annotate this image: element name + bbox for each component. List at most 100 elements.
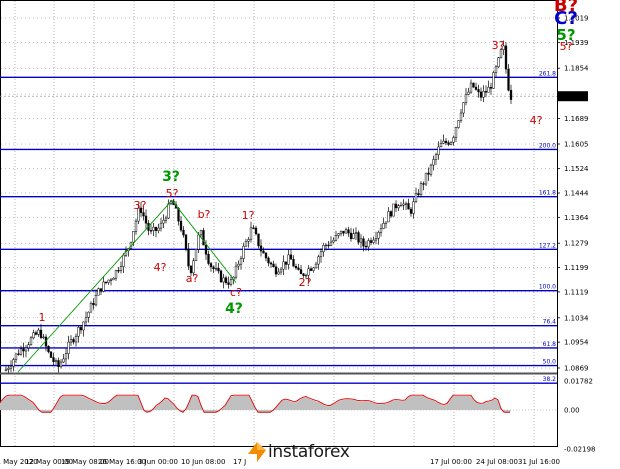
price-tick-label: 1.1444 [564, 190, 589, 198]
candle-body [499, 49, 503, 58]
candle-body [62, 358, 65, 363]
candle-body [112, 277, 115, 281]
candle-body [34, 332, 38, 335]
candle-body [74, 335, 78, 343]
date-label: 26 May 16:00 [98, 458, 146, 466]
candle-body [342, 230, 345, 234]
candle-body [182, 229, 185, 236]
candle-body [339, 230, 343, 234]
candle-body [242, 245, 245, 259]
wave-label: 4? [530, 114, 543, 127]
candle-body [389, 211, 393, 217]
candle-body [384, 221, 388, 224]
candle-body [14, 353, 18, 360]
candle-body [347, 229, 350, 234]
candle-body [164, 217, 168, 221]
wave-label: 5? [166, 187, 179, 200]
candle-body [397, 205, 400, 209]
candle-body [459, 112, 463, 121]
wave-label: 2? [299, 276, 312, 289]
candle-body [69, 339, 73, 343]
candle-body [37, 329, 40, 335]
fib-level-label: 76.4 [543, 319, 557, 326]
candle-body [4, 369, 8, 371]
candle-body [12, 359, 15, 367]
candle-body [199, 230, 203, 236]
fib-level-label: 127.2 [539, 242, 556, 249]
candle-body [404, 203, 408, 205]
candle-body [282, 261, 285, 270]
price-tick-label: 1.0954 [564, 339, 589, 347]
current-price-box [558, 91, 588, 102]
price-tick-label: 1.1605 [564, 141, 589, 149]
candle-body [72, 339, 75, 343]
candle-body [344, 229, 348, 234]
candle-body [194, 249, 198, 261]
candle-body [7, 367, 10, 370]
instaforex-logo-icon [248, 442, 266, 462]
fib-level-label: 200.0 [539, 142, 556, 149]
candle-body [402, 203, 405, 206]
candle-body [369, 240, 373, 243]
candle-body [479, 91, 483, 98]
candle-body [487, 86, 490, 93]
candle-body [334, 235, 338, 241]
candle-body [227, 282, 230, 285]
candle-body [349, 232, 353, 239]
candle-body [107, 279, 110, 283]
candle-body [209, 263, 213, 268]
price-tick-label: 1.0869 [564, 365, 589, 373]
candle-body [132, 231, 135, 243]
candle-body [332, 239, 335, 243]
candle-body [337, 233, 340, 236]
candle-body [212, 266, 215, 269]
fib-level-label: 161.8 [539, 190, 556, 197]
price-tick-label: 1.1854 [564, 65, 589, 73]
date-label: 31 Jul 16:00 [518, 458, 560, 466]
candle-body [284, 261, 288, 265]
wave-label: 3? [134, 199, 147, 212]
candle-body [94, 294, 98, 306]
candle-body [264, 252, 268, 259]
current-price-label: 1.1762 [560, 93, 585, 101]
trend-line-2 [171, 200, 237, 283]
candle-body [304, 274, 308, 277]
candle-body [117, 270, 120, 272]
candle-body [159, 222, 163, 229]
candle-body [417, 193, 420, 195]
candle-body [469, 82, 473, 93]
candle-body [364, 245, 368, 248]
candle-body [17, 353, 20, 355]
candle-body [509, 90, 513, 100]
price-tick-label: 1.1364 [564, 214, 589, 222]
candle-body [47, 345, 50, 353]
candle-body [84, 317, 88, 323]
candle-body [222, 277, 225, 283]
candle-body [89, 302, 93, 313]
date-label: 3 Jun 00:00 [138, 458, 178, 466]
candle-body [29, 337, 33, 345]
candle-body [274, 266, 278, 275]
candle-body [424, 172, 428, 185]
candle-body [102, 281, 105, 292]
candle-body [92, 302, 95, 306]
candle-body [319, 251, 323, 258]
candle-body [439, 143, 443, 148]
date-label: 17 Jul 00:00 [430, 458, 472, 466]
trend-line [17, 200, 173, 373]
candle-body [287, 254, 290, 265]
wave-label: B? [554, 0, 578, 16]
candle-body [189, 265, 193, 274]
candle-body [67, 341, 70, 354]
candle-body [354, 232, 358, 234]
logo-text: instaforex [268, 442, 350, 462]
wave-label: 4? [154, 261, 167, 274]
candle-body [32, 332, 35, 339]
price-tick-label: 1.1199 [564, 264, 589, 272]
candle-body [52, 357, 55, 362]
candle-body [432, 159, 435, 166]
candle-body [352, 233, 355, 239]
candle-body [367, 240, 370, 248]
